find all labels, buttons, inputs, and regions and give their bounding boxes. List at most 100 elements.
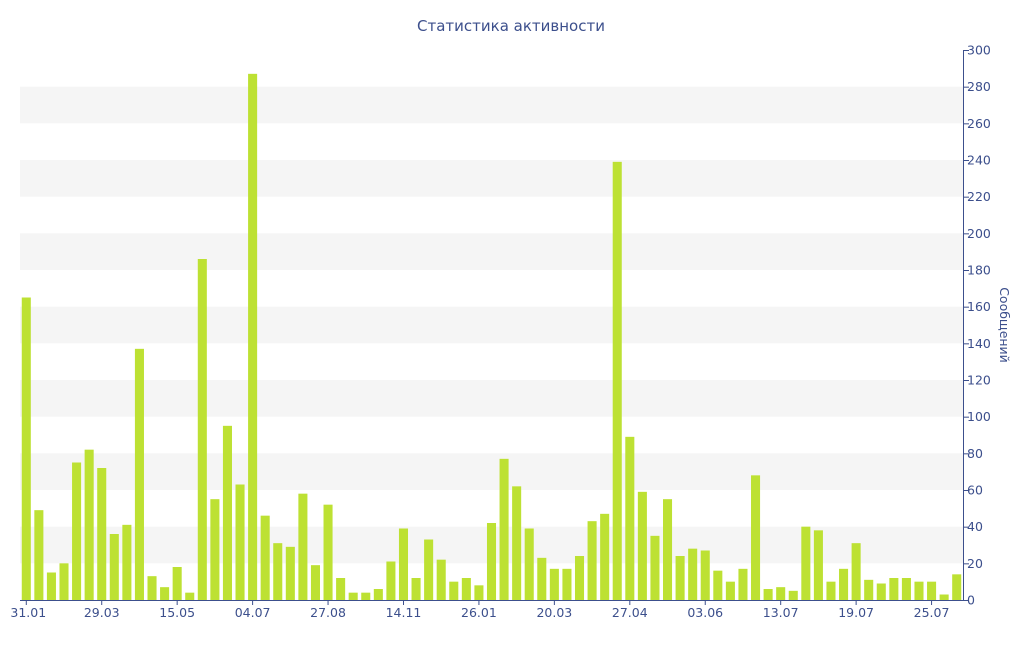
bar (776, 587, 786, 600)
bar (424, 539, 434, 600)
grid-band (20, 86, 963, 124)
bar (637, 491, 647, 600)
bar (600, 513, 610, 600)
bar (486, 523, 497, 600)
bar (474, 585, 484, 600)
bar (386, 561, 396, 600)
bar (813, 530, 823, 600)
bars (21, 73, 962, 601)
bar (688, 548, 698, 600)
bar (562, 568, 572, 600)
bar (34, 510, 44, 600)
bar (336, 578, 346, 600)
y-tick-label: 120 (967, 373, 991, 388)
bar (952, 574, 962, 600)
grid-band (20, 160, 963, 197)
bar (612, 161, 622, 601)
x-tick-label: 27.08 (310, 605, 346, 620)
y-tick-label: 280 (967, 79, 991, 94)
bar (549, 568, 559, 600)
y-tick-label: 260 (967, 116, 991, 131)
bar (248, 73, 258, 601)
x-tick-label: 20.03 (536, 605, 572, 620)
bar (97, 468, 107, 600)
bar (675, 556, 685, 600)
bar (449, 581, 459, 600)
y-tick-label: 60 (967, 483, 983, 498)
chart-title: Статистика активности (417, 17, 605, 35)
y-tick-label: 240 (967, 153, 991, 168)
grid-band (20, 380, 963, 417)
y-axis-label: Сообщений (997, 287, 1012, 363)
bar (927, 581, 937, 600)
axes: 0 20 40 60 80 100 120 140 160 180 200 220 240 260 280 3… (10, 43, 991, 621)
bar (323, 504, 333, 600)
y-tick-label: 20 (967, 556, 983, 571)
bar (499, 458, 509, 600)
x-tick-label: 14.11 (386, 605, 422, 620)
bar (537, 557, 547, 600)
bar (763, 589, 773, 600)
bar (134, 348, 144, 600)
bar (273, 543, 283, 600)
bar (285, 546, 295, 600)
bar (914, 581, 924, 600)
y-tick-label: 160 (967, 299, 991, 314)
bar (889, 578, 899, 600)
bar (160, 587, 170, 600)
bar (939, 594, 949, 600)
bar (751, 475, 761, 600)
y-tick-label: 180 (967, 263, 991, 278)
bar (625, 436, 635, 600)
bar (826, 581, 836, 600)
bar (461, 578, 471, 600)
bar (876, 583, 886, 600)
y-tick-label: 80 (967, 446, 983, 461)
x-tick-label: 13.07 (763, 605, 799, 620)
bar (122, 524, 132, 600)
y-tick-label: 100 (967, 409, 991, 424)
bar (185, 592, 195, 600)
x-tick-label: 29.03 (84, 605, 120, 620)
x-tick-label: 25.07 (914, 605, 950, 620)
bar (725, 581, 735, 600)
bar (839, 568, 849, 600)
grid-band (20, 233, 963, 270)
bar (222, 425, 232, 600)
bar (901, 578, 911, 600)
bar (361, 592, 371, 600)
bar (663, 499, 673, 600)
y-tick-label: 140 (967, 336, 991, 351)
x-tick-label: 15.05 (159, 605, 195, 620)
bar (574, 556, 585, 600)
bar (587, 521, 597, 600)
bar (147, 576, 157, 600)
bar (700, 550, 710, 600)
bar (46, 572, 56, 600)
bar (260, 515, 270, 600)
grid-bands (20, 86, 963, 564)
bar (398, 528, 409, 600)
x-tick-label: 19.07 (838, 605, 874, 620)
bar (801, 526, 811, 600)
bar (411, 578, 421, 600)
bar (21, 297, 31, 600)
bar (59, 563, 69, 600)
x-tick-label: 04.07 (235, 605, 271, 620)
bar (348, 592, 358, 600)
bar (436, 559, 446, 600)
bar (84, 449, 94, 600)
grid-band (20, 306, 963, 344)
bar (109, 534, 119, 600)
y-tick-label: 0 (967, 593, 975, 608)
bar (172, 567, 182, 600)
x-tick-label: 03.06 (687, 605, 723, 620)
x-tick-label: 31.01 (10, 605, 46, 620)
x-tick-label: 26.01 (461, 605, 497, 620)
y-tick-label: 200 (967, 226, 991, 241)
bar (72, 462, 82, 600)
bar (788, 590, 798, 600)
bar (310, 565, 320, 600)
